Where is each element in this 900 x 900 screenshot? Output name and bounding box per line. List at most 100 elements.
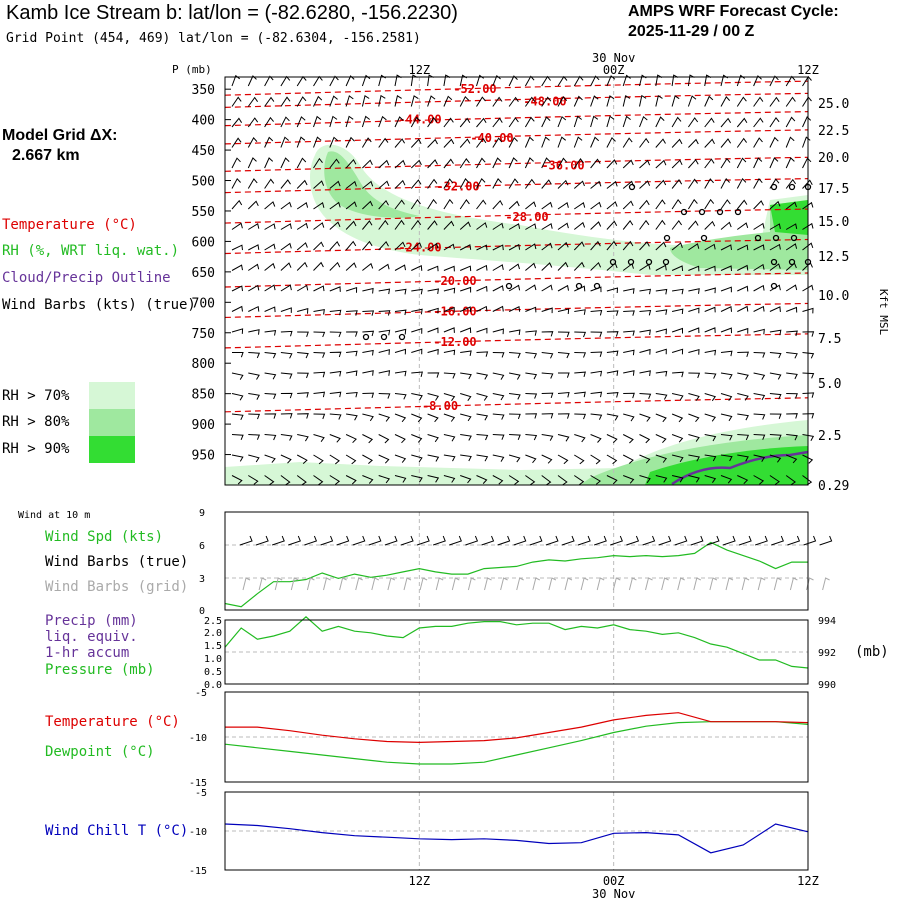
- precip-tick-label: 1.0: [204, 654, 222, 665]
- wind-barb: [623, 475, 635, 484]
- wind-barb: [394, 264, 406, 271]
- wind-barb: [427, 307, 439, 314]
- wind-barb: [525, 454, 537, 464]
- wind-barb: [460, 286, 472, 293]
- wind-barb: [264, 330, 277, 336]
- wind-barb: [443, 138, 455, 148]
- wind-barb: [492, 328, 504, 335]
- legend-rh: RH (%, WRT liq. wat.): [2, 243, 180, 259]
- wind-barb: [329, 286, 341, 292]
- wind-barb: [655, 179, 667, 189]
- wind-barb: [704, 306, 716, 313]
- wind-barb: [231, 177, 241, 189]
- legend-rh80-label: RH > 80%: [2, 414, 70, 430]
- wind-barb: [280, 434, 293, 441]
- wind-barb: [786, 306, 798, 313]
- wind-barb: [248, 263, 260, 271]
- wind-barb: [671, 413, 684, 423]
- wind-barb: [606, 350, 619, 357]
- wind-barb: [313, 222, 325, 230]
- wind-barb: [476, 285, 488, 292]
- wind-speed-label: Wind Spd (kts): [45, 529, 164, 545]
- wind-barb: [313, 391, 326, 398]
- surface-wind-barb-true: [722, 535, 736, 546]
- surface-wind-barb-true: [771, 535, 784, 546]
- wind-barb: [411, 413, 423, 423]
- wind-barb: [541, 75, 551, 87]
- isotherm-label: -12.00: [433, 335, 476, 349]
- wind-barb: [753, 96, 764, 107]
- wind-barb: [802, 454, 814, 464]
- wind-barb: [378, 349, 390, 355]
- wind-barb: [345, 475, 357, 485]
- wind-barb: [394, 116, 404, 128]
- surface-wind-barb-grid: [709, 577, 718, 591]
- wind-barb: [231, 372, 244, 380]
- wind-barb: [557, 454, 569, 465]
- wind-barb: [687, 178, 698, 189]
- wind-barb: [313, 434, 325, 442]
- wind-barb: [476, 157, 486, 169]
- wind-barb: [378, 180, 390, 189]
- wind-barb: [411, 393, 423, 401]
- wind-barb: [672, 288, 684, 295]
- xsection-frame: [224, 76, 809, 486]
- wind-barb: [639, 94, 647, 107]
- wind-barb: [313, 261, 324, 271]
- calm-wind-marker: [772, 234, 780, 242]
- wind-barb: [785, 243, 798, 251]
- wind-barb: [720, 265, 732, 272]
- wind-barb: [231, 222, 243, 230]
- wind-barb: [345, 95, 354, 107]
- wind-barb: [476, 454, 489, 462]
- surface-wind-barb-true: [658, 535, 672, 546]
- calm-wind-marker: [770, 282, 778, 290]
- wind-barb: [443, 454, 456, 462]
- wind-barb: [460, 393, 472, 401]
- wind-barb: [410, 219, 422, 230]
- windchill-tick-label: -5: [195, 788, 207, 799]
- wind-barb: [574, 201, 586, 210]
- surface-wind-barb-true: [513, 535, 527, 546]
- wind-barb: [769, 223, 781, 230]
- wind-barb: [802, 179, 813, 189]
- wind-barb: [492, 74, 501, 87]
- wind-barb: [509, 434, 521, 440]
- wind-barb: [329, 180, 341, 189]
- wind-barb: [508, 75, 518, 87]
- wind-barb: [231, 475, 243, 485]
- pressure-tick-label: 600: [192, 235, 215, 250]
- wind-barb: [606, 201, 618, 210]
- wind-barb: [248, 305, 260, 312]
- wind-barb: [476, 117, 487, 128]
- wind-barb: [574, 391, 586, 398]
- wind-barb: [476, 137, 487, 148]
- wind-barb: [704, 243, 716, 251]
- wind-barb: [460, 413, 472, 422]
- grid-lines: [225, 77, 808, 870]
- wind-barb: [361, 137, 372, 148]
- wind-barb: [802, 136, 811, 148]
- surface-wind-barb-true: [336, 535, 350, 546]
- temp-tick-label: -10: [189, 733, 207, 744]
- wind-barb: [443, 220, 455, 230]
- wind-barb: [427, 242, 439, 251]
- wind-barb: [639, 348, 651, 355]
- wind-barb: [720, 306, 732, 312]
- wind-barb: [590, 180, 602, 189]
- wind-barb: [525, 434, 538, 441]
- wind-barb: [785, 201, 797, 210]
- wind-barb: [541, 352, 554, 359]
- wind-barb: [313, 352, 326, 358]
- wind-barb: [574, 475, 585, 486]
- windchill-tick-label: -10: [189, 827, 207, 838]
- rh-shading: [225, 144, 809, 486]
- calm-wind-marker: [716, 208, 724, 216]
- wind-barb: [345, 201, 357, 210]
- surface-wind-barb-true: [384, 535, 398, 546]
- wind-barb: [411, 348, 423, 355]
- wind-barb: [362, 262, 374, 271]
- pressure-axis-title: P (mb): [172, 63, 212, 76]
- wind-barb: [720, 372, 733, 380]
- windchill-tick-label: -15: [189, 866, 207, 877]
